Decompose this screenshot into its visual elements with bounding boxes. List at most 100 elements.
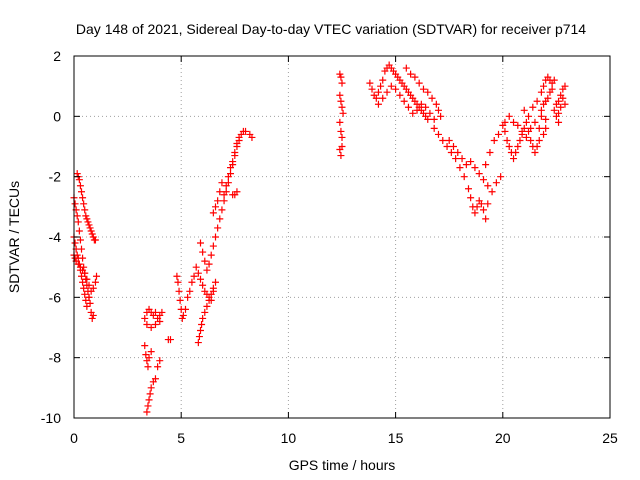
data-point	[166, 336, 174, 344]
data-point	[93, 272, 101, 280]
data-point	[338, 143, 346, 150]
data-point	[71, 254, 79, 262]
data-point	[196, 275, 204, 283]
data-point	[555, 118, 563, 126]
data-point	[222, 182, 230, 190]
data-point	[404, 103, 412, 111]
data-point	[205, 296, 213, 304]
chart-title: Day 148 of 2021, Sidereal Day-to-day VTE…	[76, 21, 586, 37]
data-point	[214, 197, 222, 205]
data-point	[550, 106, 558, 114]
data-point	[510, 118, 518, 126]
data-point	[91, 278, 99, 286]
data-point	[417, 100, 425, 108]
data-point	[415, 79, 423, 87]
data-point	[209, 284, 217, 292]
data-point	[151, 308, 159, 316]
data-point	[78, 272, 86, 280]
data-point	[475, 170, 483, 178]
data-point	[212, 203, 220, 211]
x-axis-label: GPS time / hours	[289, 457, 396, 473]
data-point	[437, 112, 445, 120]
data-point	[434, 130, 442, 138]
data-point	[527, 124, 535, 132]
data-point	[146, 390, 154, 398]
data-point	[520, 106, 528, 114]
axis-ticks	[73, 55, 611, 419]
data-point	[214, 224, 222, 232]
data-point	[216, 215, 224, 223]
data-point	[501, 127, 509, 135]
data-point	[374, 100, 382, 108]
data-point	[480, 206, 488, 214]
data-point	[336, 118, 344, 126]
data-point	[501, 118, 509, 126]
data-point	[71, 239, 79, 247]
data-point	[88, 314, 96, 322]
data-point	[79, 194, 87, 202]
data-point	[411, 73, 419, 81]
data-point	[227, 164, 235, 172]
data-point	[368, 85, 376, 93]
data-point	[82, 296, 90, 304]
data-point	[74, 218, 82, 226]
data-point	[518, 127, 526, 135]
data-point	[178, 314, 186, 322]
data-point	[89, 311, 97, 319]
data-point	[540, 130, 548, 138]
data-point	[522, 133, 530, 141]
data-point	[337, 127, 345, 135]
data-point	[533, 143, 541, 150]
data-point	[555, 109, 563, 117]
data-point	[218, 206, 226, 214]
data-point	[87, 227, 95, 235]
data-point	[143, 408, 151, 416]
data-point	[147, 324, 155, 331]
data-point	[199, 281, 207, 289]
data-point	[522, 118, 530, 126]
x-axis-tick-labels: 0 5 10 15 20 25	[70, 430, 618, 446]
data-point	[141, 342, 149, 350]
data-point	[409, 109, 417, 117]
data-point	[156, 317, 164, 325]
data-point	[186, 287, 194, 295]
data-point	[203, 266, 211, 274]
data-point	[542, 115, 550, 123]
data-point	[201, 308, 209, 316]
data-point	[205, 260, 213, 268]
data-point	[144, 363, 152, 371]
y-tick-label: 0	[53, 108, 61, 124]
data-point	[224, 173, 232, 181]
data-point	[488, 188, 496, 196]
data-point	[207, 290, 215, 298]
data-point	[514, 143, 522, 150]
grid-lines	[74, 56, 610, 418]
data-point	[158, 308, 166, 316]
data-point	[231, 149, 239, 157]
data-point	[86, 224, 94, 232]
y-tick-label: -6	[49, 289, 62, 305]
data-point	[452, 155, 460, 163]
data-point	[392, 85, 400, 93]
data-point	[338, 79, 346, 87]
data-point	[503, 136, 511, 144]
data-point	[81, 290, 89, 298]
data-point	[174, 278, 182, 286]
data-point	[456, 164, 464, 172]
data-point	[233, 188, 241, 196]
data-point	[154, 363, 162, 371]
data-point	[497, 173, 505, 181]
data-point	[184, 293, 192, 301]
data-point	[537, 106, 545, 114]
data-point	[495, 130, 503, 138]
data-point	[75, 227, 83, 235]
data-point	[89, 284, 97, 292]
data-point	[83, 302, 91, 310]
data-point	[83, 215, 91, 223]
data-point	[85, 293, 93, 301]
data-point	[424, 88, 432, 96]
data-point	[422, 103, 430, 111]
data-point	[198, 320, 206, 328]
data-point	[516, 136, 524, 144]
data-point	[542, 124, 550, 132]
